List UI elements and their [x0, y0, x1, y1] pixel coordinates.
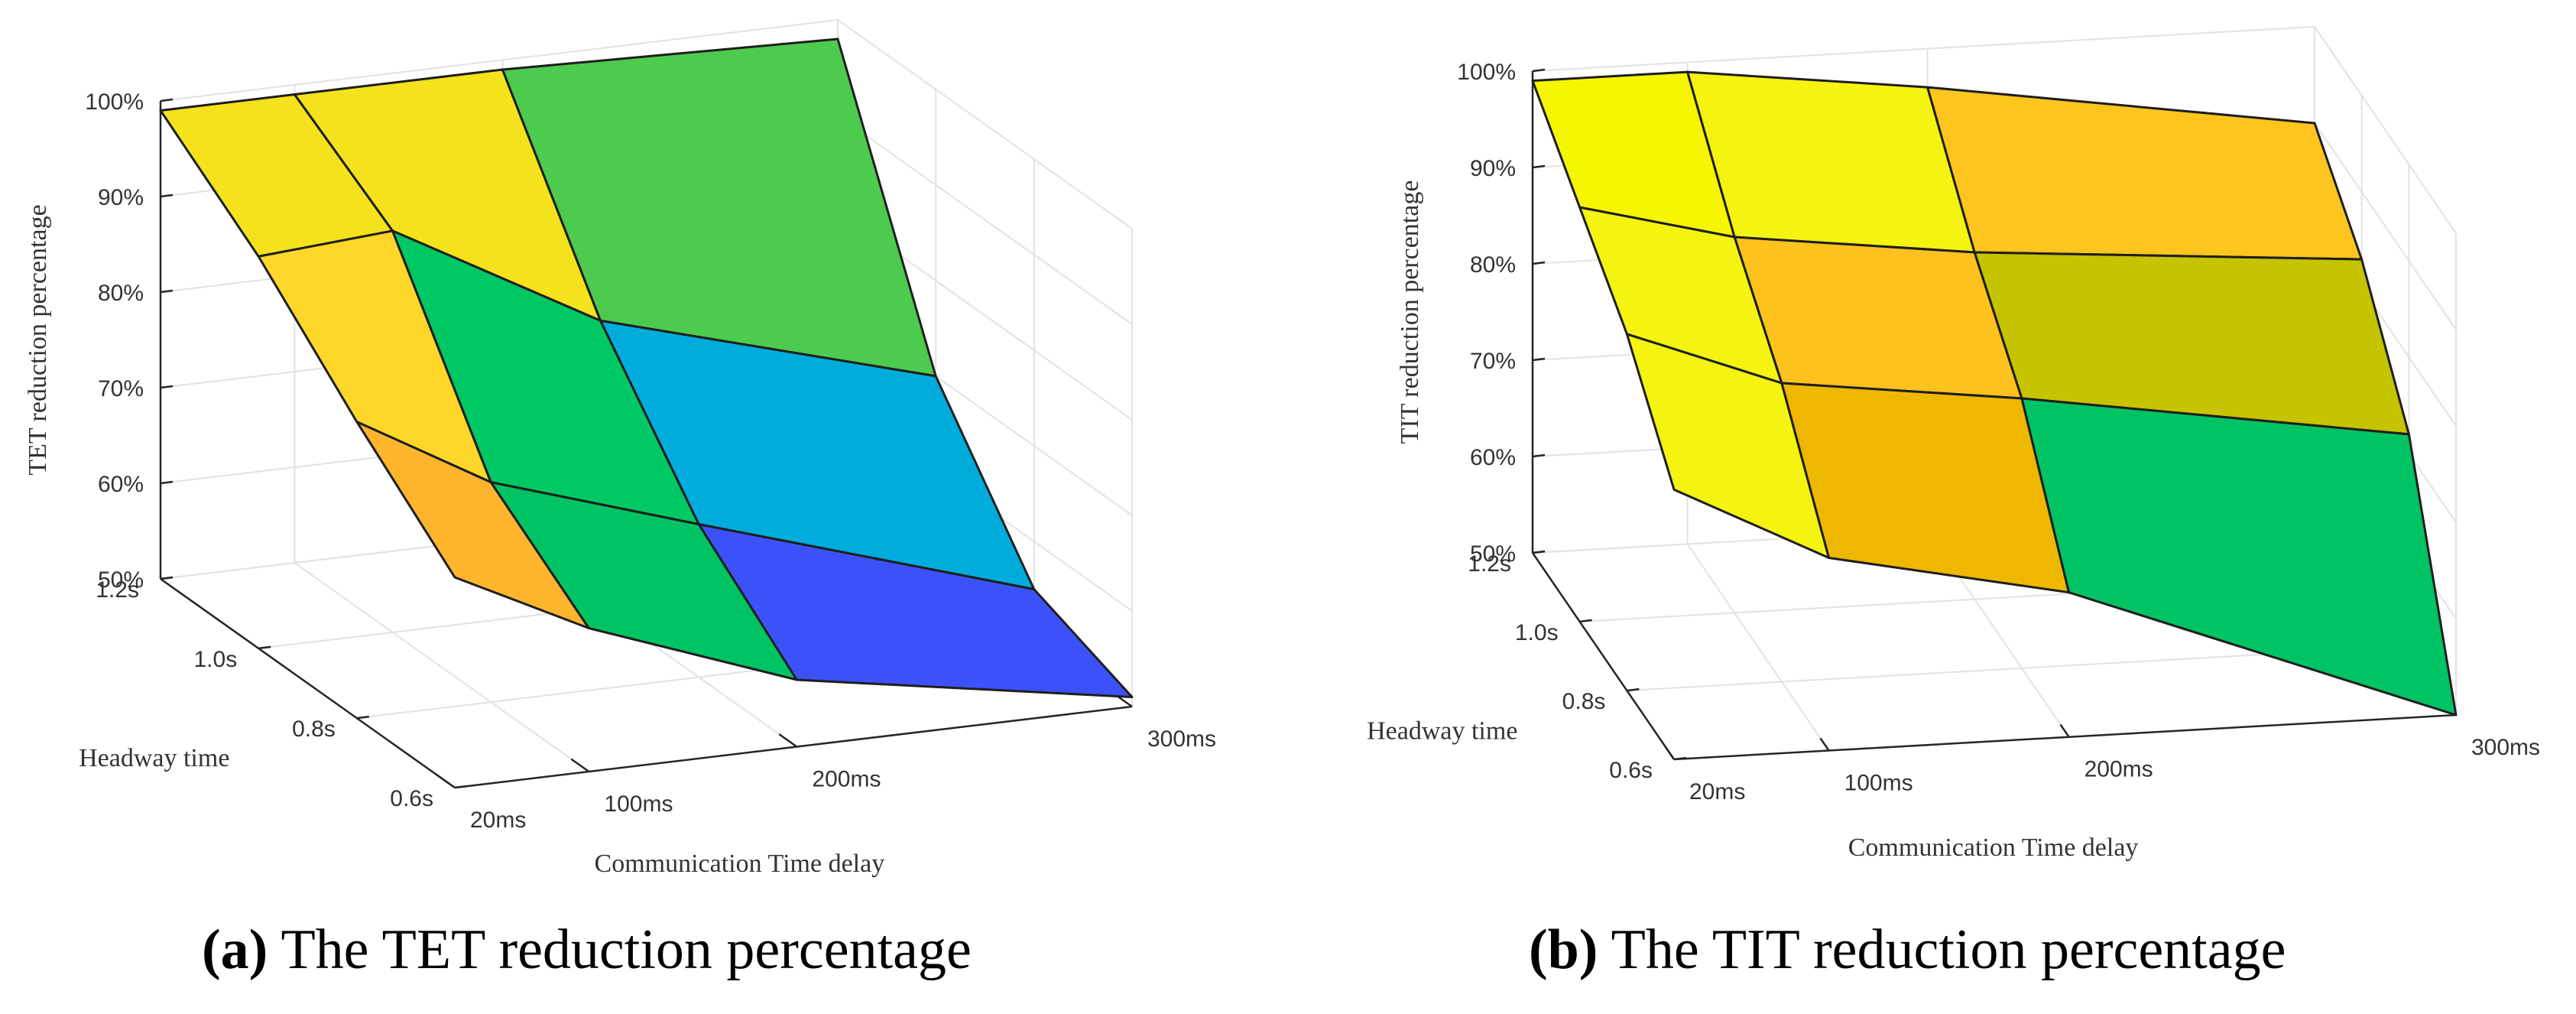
axes: 50% 60% 70% 80% 90% 100% 1.2s 1.0s 0.8s 0.6s 20ms 1… [24, 89, 1216, 878]
z-tick-label: 60% [1470, 445, 1516, 470]
surface-patch [1926, 86, 2363, 261]
y-tick-mark [1673, 756, 1687, 761]
x-axis-title: Communication Time delay [595, 850, 885, 878]
x-axis-line [454, 705, 1133, 789]
z-tick-label: 50% [1470, 541, 1516, 567]
y-tick-mark [454, 785, 468, 789]
z-tick-label: 60% [98, 472, 144, 497]
z-tick-label: 80% [98, 281, 144, 306]
y-tick-label: 1.0s [1515, 620, 1559, 645]
y-axis-line [1531, 552, 1676, 760]
y-tick-label: 0.6s [1609, 758, 1653, 783]
y-tick-label: 1.2s [96, 577, 139, 603]
surface [1531, 70, 2458, 717]
side-wall-grid-horizontal [2314, 26, 2457, 234]
panel-a-caption: (a) The TET reduction percentage [202, 918, 972, 983]
panel-b-caption-text: The TIT reduction percentage [1598, 918, 2286, 981]
z-tick-mark [1532, 357, 1546, 362]
x-tick-label: 100ms [604, 791, 673, 817]
floor-grid-x [1686, 543, 1830, 752]
z-tick-label: 50% [98, 567, 144, 593]
y-axis-line [160, 577, 456, 789]
x-tick-label: 300ms [1147, 726, 1216, 752]
side-wall-grid-horizontal [837, 115, 1133, 325]
panel-b-caption: (b) The TIT reduction percentage [1529, 918, 2286, 983]
z-axis-title: TIT reduction percentage [1396, 180, 1424, 444]
x-axis-title: Communication Time delay [1848, 834, 2139, 862]
x-tick-label: 20ms [1689, 779, 1745, 804]
y-tick-mark [160, 576, 174, 580]
z-tick-label: 80% [1470, 252, 1516, 278]
y-tick-mark [356, 715, 369, 720]
x-tick-mark [778, 733, 798, 748]
floor-grid-x [294, 562, 590, 772]
x-tick-label: 200ms [812, 766, 881, 791]
y-tick-mark [258, 645, 271, 650]
z-tick-label: 70% [1470, 349, 1516, 374]
panel-a-caption-letter: (a) [202, 918, 268, 981]
x-tick-mark [2059, 723, 2070, 738]
y-tick-label: 0.8s [1562, 689, 1606, 714]
axes: 50% 60% 70% 80% 90% 100% 1.2s 1.0s 0.8s 0.6s 20ms 1… [1367, 60, 2540, 862]
side-wall-grid-horizontal [2314, 122, 2457, 330]
x-tick-label: 20ms [470, 808, 526, 833]
x-tick-mark [1664, 746, 1676, 760]
back-wall-grid-horizontal [1532, 26, 2315, 72]
x-tick-mark [436, 774, 456, 789]
z-axis-title: TET reduction percentage [24, 204, 52, 475]
x-tick-mark [570, 758, 590, 773]
x-tick-mark [1819, 737, 1830, 752]
z-tick-mark [160, 480, 174, 485]
y-tick-mark [1627, 687, 1640, 692]
z-tick-mark [1532, 164, 1546, 169]
panel-b-chart: 50% 60% 70% 80% 90% 100% 1.2s 1.0s 0.8s 0.6s 20ms 1… [1367, 26, 2540, 862]
y-tick-label: 1.2s [1468, 551, 1511, 577]
y-axis-title: Headway time [1367, 717, 1517, 746]
x-tick-label: 300ms [2471, 735, 2540, 760]
y-tick-mark [1579, 619, 1592, 623]
panel-b-caption-letter: (b) [1529, 918, 1598, 981]
z-tick-label: 90% [1470, 156, 1516, 181]
surface [159, 37, 1134, 698]
panel-a-chart: 50% 60% 70% 80% 90% 100% 1.2s 1.0s 0.8s 0.6s 20ms 1… [24, 19, 1216, 878]
panel-a-caption-text: The TET reduction percentage [268, 918, 972, 981]
z-tick-mark [160, 289, 174, 294]
y-tick-label: 1.0s [193, 647, 237, 672]
z-tick-mark [1532, 453, 1546, 458]
z-tick-mark [1532, 68, 1546, 73]
x-axis-line [1673, 713, 2457, 761]
x-tick-label: 200ms [2084, 757, 2153, 782]
surface-patch [697, 523, 1134, 698]
z-tick-label: 100% [85, 89, 144, 115]
z-tick-label: 100% [1457, 60, 1516, 85]
y-tick-mark [1532, 550, 1546, 554]
surface-patch [2020, 397, 2458, 717]
z-tick-mark [1532, 261, 1546, 265]
y-tick-label: 0.8s [292, 717, 336, 742]
z-tick-label: 90% [98, 185, 144, 210]
z-tick-mark [160, 385, 174, 389]
y-tick-label: 0.6s [390, 786, 433, 811]
x-tick-label: 100ms [1844, 771, 1913, 796]
z-tick-mark [160, 98, 174, 102]
back-wall-grid-horizontal [160, 19, 839, 102]
side-wall-grid-horizontal [837, 19, 1133, 229]
z-tick-label: 70% [98, 376, 144, 401]
y-axis-title: Headway time [79, 744, 229, 772]
z-tick-mark [160, 193, 174, 198]
